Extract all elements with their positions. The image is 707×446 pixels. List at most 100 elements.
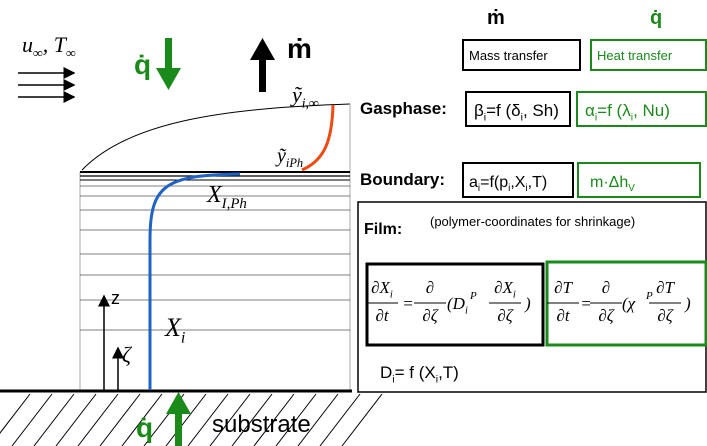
film-note: (polymer-coordinates for shrinkage)	[430, 214, 635, 229]
text-part: m·Δh	[590, 174, 628, 191]
text-part: ∂X	[371, 278, 390, 297]
heat-arrow-top	[165, 38, 172, 70]
text-part: ∂T	[656, 278, 675, 297]
denominator: ∂t	[556, 306, 570, 325]
heat-arrow-bottom	[166, 392, 191, 414]
text-part: β	[474, 101, 484, 120]
equals: =	[402, 294, 413, 313]
text-part: =f (δ	[486, 101, 521, 120]
film-stack	[0, 104, 382, 446]
hatch-line	[342, 394, 382, 446]
hatch-line	[0, 394, 30, 446]
close-paren: )	[684, 294, 691, 313]
y-iph-label: ỹiPh	[275, 145, 303, 170]
text-part: , Sh)	[523, 101, 559, 120]
denominator: ∂ζ	[422, 306, 438, 325]
subscript: I,Ph	[221, 196, 247, 212]
text-part: u	[22, 32, 33, 57]
numerator: ∂T	[554, 278, 573, 297]
transfer-label: Heat transfer	[597, 48, 673, 63]
hatch-line	[12, 394, 52, 446]
subscript: i	[465, 305, 468, 316]
subscript: ∞	[33, 46, 43, 61]
column-header: ṁ	[487, 7, 505, 29]
numerator: ∂Xi	[371, 278, 393, 300]
superscript: P	[645, 290, 653, 302]
subscript: i	[513, 289, 516, 300]
diagram: u∞, T∞q̇ṁỹi,∞ỹiPhXI,PhXizζq̇substrateṁq̇…	[0, 0, 707, 446]
x-iph-label: XI,Ph	[206, 182, 247, 212]
gasphase-mass: βi=f (δi, Sh)	[474, 101, 559, 123]
numerator: ∂	[426, 278, 434, 297]
text-part: ,X	[510, 174, 525, 191]
numerator: ∂T	[656, 278, 675, 297]
gasphase-heat: αi=f (λi, Nu)	[585, 101, 670, 123]
heat-flux-label: q̇	[136, 412, 153, 443]
subscript: i	[181, 330, 185, 347]
mass-arrow	[250, 38, 275, 60]
denominator: ∂ζ	[657, 306, 673, 325]
text-part: ,T)	[528, 174, 548, 191]
column-header: q̇	[650, 7, 662, 29]
row-label: Gasphase:	[360, 99, 447, 118]
subscript: ∞	[66, 46, 76, 61]
diffusion-label: Di= f (Xi,T)	[380, 363, 459, 385]
text-part: =f (λ	[597, 101, 631, 120]
text-part: ∂	[426, 278, 434, 297]
mass-arrow	[259, 58, 266, 92]
text-part: , T	[43, 32, 68, 57]
text-part: ∂	[602, 278, 610, 297]
superscript: P	[469, 290, 477, 302]
subscript: i	[390, 289, 393, 300]
row-label: Film:	[364, 221, 402, 238]
subscript: iPh	[286, 156, 303, 170]
hatch-line	[100, 394, 140, 446]
z-label: z	[111, 288, 120, 308]
heat-arrow-bottom	[175, 412, 182, 446]
denominator: ∂t	[375, 306, 389, 325]
gas-concentration-curve	[302, 105, 333, 170]
text-part: ∂X	[494, 278, 513, 297]
text-part: D	[380, 363, 392, 382]
mass-flux-label: ṁ	[287, 33, 312, 64]
text-part: ,T)	[438, 363, 459, 382]
text-part: ∂ζ	[598, 306, 614, 325]
transfer-label: Mass transfer	[469, 48, 548, 63]
text-part: X	[206, 182, 223, 208]
substrate-label: substrate	[212, 411, 311, 438]
arrows	[18, 73, 118, 390]
numerator: ∂	[602, 278, 610, 297]
denominator: ∂ζ	[598, 306, 614, 325]
gas-boundary	[82, 104, 350, 170]
flux-arrows	[156, 38, 275, 446]
coefficient: (Di	[447, 294, 468, 316]
text-part: a	[469, 174, 478, 191]
text-part: ∂ζ	[657, 306, 673, 325]
flow-label: u∞, T∞	[22, 32, 76, 61]
hatch-line	[166, 394, 206, 446]
text-part: (D	[447, 294, 466, 313]
coefficient: (χ	[622, 294, 636, 313]
heat-flux-label: q̇	[134, 49, 151, 80]
zeta-label: ζ	[122, 342, 133, 367]
hatch-line	[56, 394, 96, 446]
numerator: ∂Xi	[494, 278, 516, 300]
text-part: =f(p	[480, 174, 508, 191]
subscript: i,∞	[302, 96, 319, 111]
text-part: X	[164, 313, 182, 342]
text-part: = f (X	[395, 363, 436, 382]
hatch-line	[320, 394, 360, 446]
text-part: α	[585, 101, 595, 120]
substrate-hatch	[0, 394, 382, 446]
subscript: V	[628, 183, 635, 194]
text-part: ∂t	[556, 306, 570, 325]
text-part: ∂T	[554, 278, 573, 297]
text-part: ∂ζ	[422, 306, 438, 325]
boundary-heat: m·ΔhV	[590, 174, 635, 194]
close-paren: )	[524, 294, 531, 313]
row-label: Boundary:	[360, 170, 445, 189]
text-part: , Nu)	[633, 101, 670, 120]
text-part: ∂ζ	[497, 306, 513, 325]
text-part: ∂t	[375, 306, 389, 325]
